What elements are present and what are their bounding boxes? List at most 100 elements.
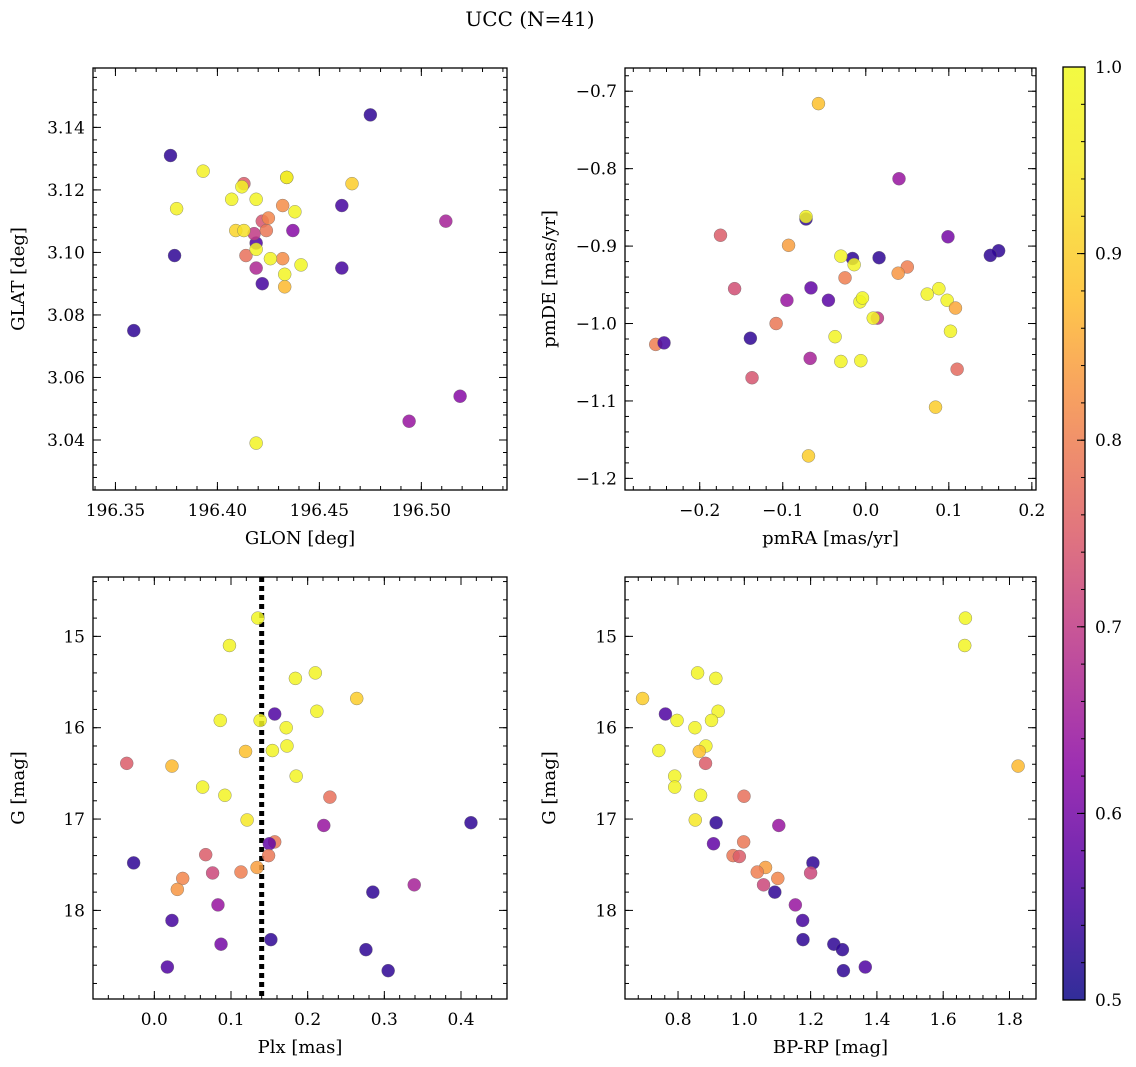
data-point (803, 351, 817, 366)
data-point (265, 743, 280, 758)
data-point (788, 898, 803, 912)
data-point (958, 611, 973, 625)
data-point (769, 316, 783, 331)
y-tick-label: 3.08 (47, 306, 85, 326)
x-axis-label: pmRA [mas/yr] (762, 528, 899, 549)
y-tick-label: 17 (63, 810, 85, 830)
data-point (279, 720, 293, 735)
y-tick-label: −0.8 (576, 160, 617, 180)
data-point (198, 847, 213, 862)
data-point (690, 666, 705, 680)
data-point (932, 281, 946, 296)
data-point (249, 192, 263, 207)
colorbar-tick-label: 0.9 (1095, 245, 1122, 265)
x-tick-label: 1.4 (863, 1010, 890, 1030)
data-point (250, 860, 264, 875)
y-tick-label: −0.7 (576, 82, 617, 102)
data-point (768, 885, 782, 899)
data-point (948, 301, 963, 315)
x-tick-label: 0.4 (447, 1010, 474, 1030)
data-point (119, 756, 134, 771)
data-point (706, 836, 721, 851)
data-point (310, 704, 324, 719)
data-point (838, 271, 852, 285)
data-point (286, 223, 300, 238)
data-point (251, 611, 265, 625)
figure-title: UCC (N=41) (465, 7, 594, 31)
data-point (335, 261, 349, 275)
x-axis-label: GLON [deg] (245, 528, 355, 549)
y-tick-label: 3.06 (47, 368, 85, 388)
data-point (692, 744, 706, 759)
x-tick-label: 0.0 (852, 501, 879, 521)
y-tick-label: −1.1 (576, 392, 617, 412)
panel-parallax: 0.0 0.1 0.2 0.3 0.4 15 16 17 18 Plx [mas] G [mag] (8, 576, 508, 1058)
data-point (407, 878, 421, 892)
axes-frame (92, 576, 508, 1000)
x-tick-label: 1.2 (797, 1010, 824, 1030)
x-axis-label: Plx [mas] (258, 1037, 343, 1058)
data-point (928, 400, 943, 414)
data-point (709, 815, 723, 830)
colorbar-tick-label: 0.5 (1095, 991, 1122, 1011)
data-point (222, 638, 237, 653)
data-point (688, 720, 702, 735)
data-point (855, 291, 870, 305)
data-point (205, 866, 220, 880)
data-point (866, 311, 881, 325)
data-point (835, 942, 850, 957)
data-point (253, 713, 267, 728)
x-tick-label: 196.50 (392, 501, 451, 521)
data-point (240, 813, 254, 827)
y-tick-label: 15 (63, 627, 85, 647)
colorbar: 0.5 0.6 0.7 0.8 0.9 1.0 (1062, 58, 1122, 1011)
data-point (255, 276, 270, 291)
x-tick-label: 0.2 (1018, 501, 1045, 521)
data-point (920, 287, 934, 301)
data-point (277, 280, 292, 294)
panel-cmd: 0.8 1.0 1.2 1.4 1.6 1.8 15 16 17 18 BP-RP [mag] G [… (539, 576, 1037, 1058)
data-point (238, 744, 253, 759)
data-point (239, 248, 253, 263)
data-point (858, 960, 873, 974)
data-point (267, 707, 282, 721)
scatter-points (119, 611, 478, 978)
data-point (126, 856, 141, 870)
data-point (667, 780, 682, 794)
data-point (237, 223, 251, 238)
y-tick-label: 18 (63, 901, 85, 921)
data-point (756, 878, 771, 892)
data-point (279, 170, 294, 185)
data-point (828, 329, 842, 344)
y-tick-label: 3.12 (47, 181, 85, 201)
data-point (218, 788, 232, 803)
data-point (261, 211, 276, 225)
data-point (796, 932, 810, 947)
scatter-points (648, 96, 1006, 463)
y-tick-label: 17 (595, 810, 617, 830)
data-point (772, 818, 786, 833)
data-point (834, 249, 848, 263)
data-point (635, 691, 650, 706)
y-tick-label: 16 (63, 719, 85, 739)
ticks (92, 577, 508, 999)
x-tick-label: 0.1 (935, 501, 962, 521)
data-point (464, 815, 478, 830)
data-point (317, 818, 331, 833)
data-point (196, 164, 210, 178)
data-point (801, 449, 816, 463)
y-tick-label: −1.2 (576, 469, 617, 489)
data-point (821, 293, 836, 308)
data-point (214, 937, 228, 951)
colorbar-tick-label: 0.7 (1095, 618, 1122, 638)
x-tick-label: 1.8 (996, 1010, 1023, 1030)
data-point (709, 671, 723, 686)
data-point (795, 913, 810, 928)
colorbar-tick-label: 1.0 (1095, 58, 1122, 78)
data-point (847, 257, 861, 272)
data-point (294, 258, 308, 272)
data-point (323, 790, 337, 804)
y-axis-label: G [mag] (8, 751, 29, 824)
scatter-points (127, 108, 467, 450)
